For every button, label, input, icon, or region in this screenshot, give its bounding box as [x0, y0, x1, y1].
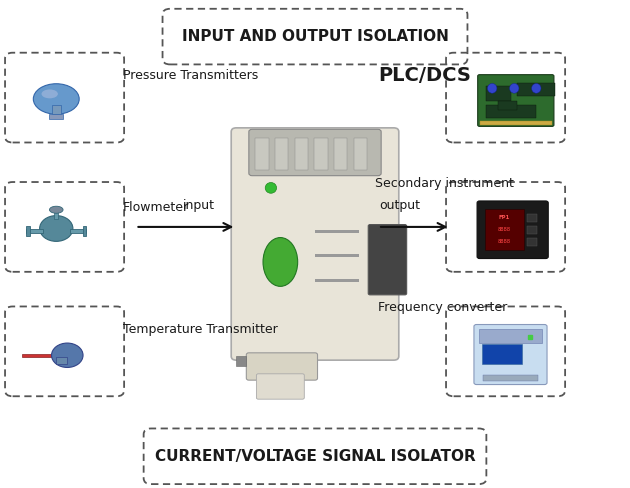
Bar — [527, 214, 537, 222]
Bar — [517, 83, 555, 96]
Bar — [479, 121, 552, 125]
Text: Frequency converter: Frequency converter — [378, 301, 507, 314]
FancyBboxPatch shape — [479, 329, 542, 343]
Ellipse shape — [488, 83, 497, 93]
Text: input: input — [183, 199, 214, 212]
Text: output: output — [379, 199, 421, 212]
Bar — [527, 238, 537, 246]
Bar — [315, 279, 359, 282]
Text: CURRENT/VOLTAGE SIGNAL ISOLATOR: CURRENT/VOLTAGE SIGNAL ISOLATOR — [154, 449, 476, 464]
Bar — [236, 356, 246, 366]
Bar — [255, 138, 268, 170]
FancyBboxPatch shape — [256, 374, 304, 399]
Text: Flowmeter: Flowmeter — [123, 201, 189, 214]
Bar — [26, 225, 30, 236]
FancyBboxPatch shape — [477, 201, 548, 259]
Text: Temperature Transmitter: Temperature Transmitter — [123, 323, 278, 336]
Text: 8888: 8888 — [498, 239, 510, 244]
FancyBboxPatch shape — [474, 325, 547, 385]
Bar — [486, 86, 511, 101]
Ellipse shape — [532, 83, 541, 93]
FancyBboxPatch shape — [368, 224, 407, 295]
Bar — [314, 138, 328, 170]
Ellipse shape — [52, 343, 83, 367]
FancyBboxPatch shape — [485, 209, 524, 249]
Ellipse shape — [510, 83, 519, 93]
Bar — [295, 138, 308, 170]
Ellipse shape — [42, 89, 58, 99]
Ellipse shape — [263, 238, 298, 286]
Bar — [315, 254, 359, 257]
FancyBboxPatch shape — [478, 75, 554, 126]
Text: FP1: FP1 — [498, 215, 510, 221]
Bar — [83, 225, 86, 236]
Text: Secondary instrument: Secondary instrument — [375, 177, 513, 189]
Bar — [486, 105, 536, 118]
Bar — [54, 211, 59, 219]
Text: INPUT AND OUTPUT ISOLATION: INPUT AND OUTPUT ISOLATION — [181, 29, 449, 44]
Bar — [275, 138, 289, 170]
Bar — [70, 229, 86, 233]
Bar — [26, 229, 43, 233]
Text: Pressure Transmitters: Pressure Transmitters — [123, 69, 258, 82]
FancyBboxPatch shape — [246, 353, 318, 380]
Bar — [56, 357, 67, 364]
FancyBboxPatch shape — [249, 129, 381, 176]
Bar — [483, 375, 538, 381]
Bar — [21, 354, 53, 357]
Ellipse shape — [49, 206, 63, 213]
Bar — [527, 226, 537, 234]
Bar — [49, 114, 64, 119]
Ellipse shape — [33, 84, 79, 114]
FancyBboxPatch shape — [231, 128, 399, 360]
Bar — [52, 105, 60, 114]
Bar — [353, 138, 367, 170]
Ellipse shape — [40, 216, 73, 242]
Bar — [315, 230, 359, 233]
Ellipse shape — [265, 183, 277, 193]
FancyBboxPatch shape — [482, 344, 522, 364]
Bar — [334, 138, 347, 170]
Bar — [498, 101, 517, 110]
Text: PLC/DCS: PLC/DCS — [378, 66, 471, 85]
Text: 8888: 8888 — [498, 227, 510, 232]
